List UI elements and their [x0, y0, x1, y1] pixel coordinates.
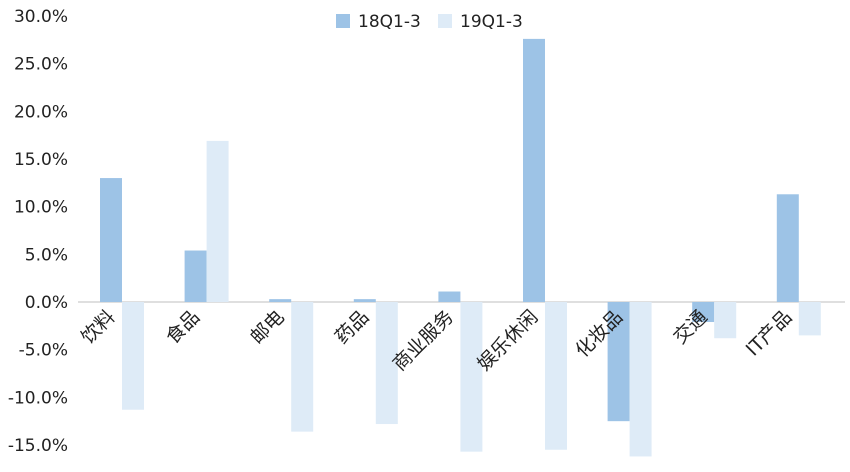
bar-s2	[375, 302, 398, 425]
legend-label: 19Q1-3	[460, 12, 523, 32]
category-labels: 饮料 食品 邮电 药品 商业服务 娱乐休闲 化妆品 交通 IT产品	[77, 306, 796, 375]
bar-s1	[269, 299, 292, 302]
legend-swatch	[336, 14, 350, 28]
bar-s1	[523, 38, 545, 302]
category-label: IT产品	[742, 306, 797, 361]
category-label: 饮料	[77, 306, 119, 348]
y-tick-label: 30.0%	[14, 7, 68, 27]
bars	[100, 38, 821, 457]
y-tick-label: 5.0%	[25, 245, 68, 265]
y-tick-label: 15.0%	[14, 150, 68, 170]
bar-s1	[776, 194, 799, 302]
y-tick-label: 25.0%	[14, 55, 68, 75]
category-label: 药品	[331, 306, 373, 348]
legend-label: 18Q1-3	[358, 12, 421, 32]
bar-s1	[438, 291, 461, 302]
bar-s2	[545, 302, 567, 450]
bar-s2	[291, 302, 314, 432]
y-tick-label: -10.0%	[8, 388, 68, 408]
bar-s1	[184, 250, 207, 302]
y-tick-label: -15.0%	[8, 436, 68, 456]
bar-s2	[460, 302, 483, 452]
y-tick-label: 10.0%	[14, 198, 68, 218]
bar-s2	[206, 140, 229, 302]
y-axis-ticks: 30.0% 25.0% 20.0% 15.0% 10.0% 5.0% 0.0% -5.0% -1…	[8, 7, 68, 456]
category-label: 邮电	[246, 306, 288, 348]
bar-s1	[353, 299, 376, 302]
category-label: 商业服务	[389, 306, 458, 375]
legend-swatch	[438, 14, 452, 28]
category-label: 食品	[162, 306, 204, 348]
bar-s2	[798, 302, 821, 336]
bar-s2	[714, 302, 737, 339]
y-tick-label: 0.0%	[25, 293, 68, 313]
bar-s1	[692, 302, 715, 323]
bar-s1	[100, 178, 122, 302]
y-tick-label: 20.0%	[14, 102, 68, 122]
bar-s2	[122, 302, 144, 410]
bar-s2	[629, 302, 652, 457]
y-tick-label: -5.0%	[19, 341, 68, 361]
bar-s1	[607, 302, 630, 422]
legend: 18Q1-3 19Q1-3	[336, 12, 523, 32]
category-label: 娱乐休闲	[473, 306, 542, 375]
